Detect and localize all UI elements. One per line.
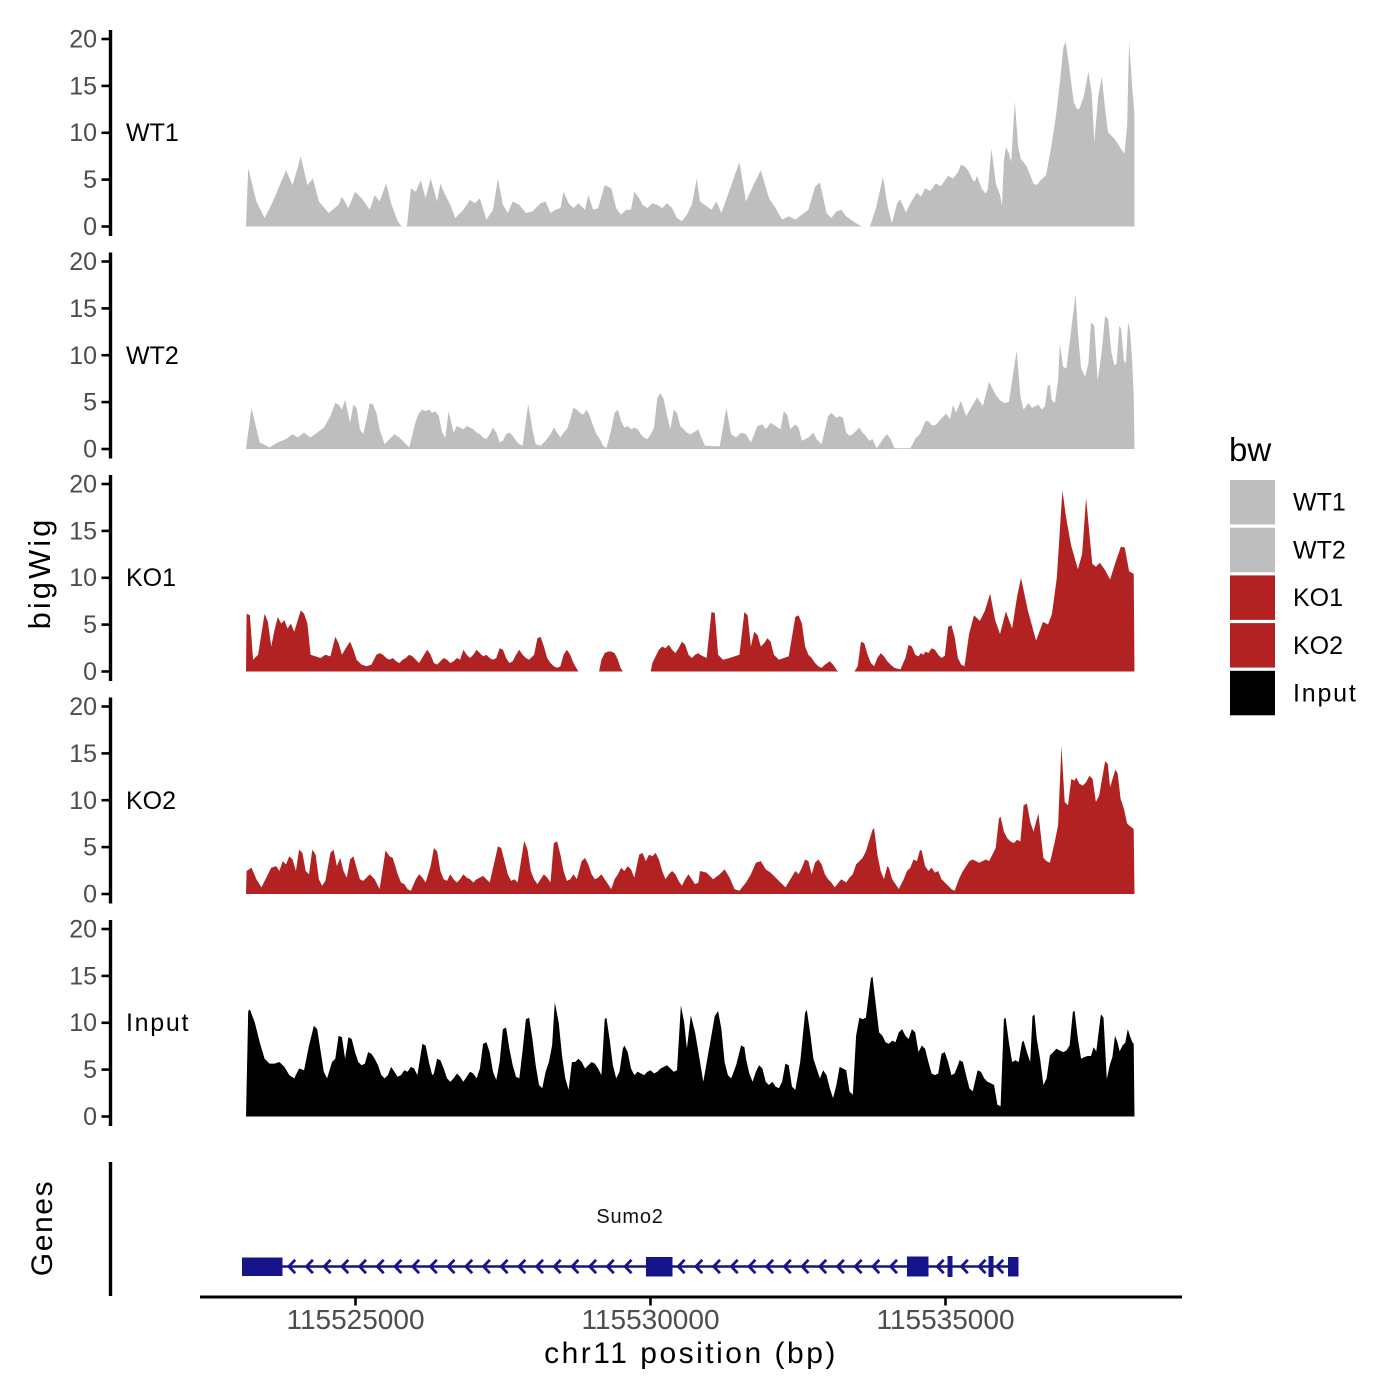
svg-text:0: 0 — [83, 1103, 97, 1131]
svg-text:KO2: KO2 — [1293, 632, 1343, 660]
svg-text:115525000: 115525000 — [286, 1304, 424, 1335]
svg-text:KO1: KO1 — [1293, 584, 1343, 612]
svg-text:20: 20 — [69, 248, 97, 276]
svg-text:chr11 position (bp): chr11 position (bp) — [544, 1337, 838, 1370]
svg-text:bigWig: bigWig — [22, 517, 57, 630]
svg-text:20: 20 — [69, 26, 97, 54]
svg-text:10: 10 — [69, 787, 97, 815]
svg-text:10: 10 — [69, 1009, 97, 1037]
svg-text:15: 15 — [69, 740, 97, 768]
svg-text:Input: Input — [126, 1009, 190, 1037]
svg-text:KO1: KO1 — [126, 564, 176, 592]
svg-text:5: 5 — [83, 611, 97, 639]
svg-text:15: 15 — [69, 72, 97, 100]
svg-text:5: 5 — [83, 834, 97, 862]
svg-text:115530000: 115530000 — [581, 1304, 719, 1335]
svg-text:WT2: WT2 — [126, 342, 179, 370]
svg-text:bw: bw — [1229, 431, 1271, 468]
svg-text:0: 0 — [83, 658, 97, 686]
svg-text:115535000: 115535000 — [876, 1304, 1014, 1335]
svg-text:KO2: KO2 — [126, 787, 176, 815]
svg-text:5: 5 — [83, 1056, 97, 1084]
svg-text:20: 20 — [69, 471, 97, 499]
svg-text:WT2: WT2 — [1293, 536, 1346, 564]
svg-text:5: 5 — [83, 166, 97, 194]
svg-text:20: 20 — [69, 693, 97, 721]
svg-text:0: 0 — [83, 881, 97, 909]
svg-text:20: 20 — [69, 916, 97, 944]
svg-text:Input: Input — [1293, 680, 1358, 708]
svg-text:5: 5 — [83, 389, 97, 417]
svg-text:10: 10 — [69, 119, 97, 147]
svg-text:0: 0 — [83, 436, 97, 464]
svg-text:Genes: Genes — [26, 1180, 59, 1276]
svg-text:15: 15 — [69, 962, 97, 990]
svg-text:10: 10 — [69, 342, 97, 370]
svg-text:WT1: WT1 — [1293, 489, 1346, 517]
svg-text:0: 0 — [83, 213, 97, 241]
svg-text:WT1: WT1 — [126, 119, 179, 147]
svg-text:15: 15 — [69, 295, 97, 323]
svg-text:10: 10 — [69, 564, 97, 592]
svg-text:Sumo2: Sumo2 — [596, 1206, 663, 1228]
svg-text:15: 15 — [69, 517, 97, 545]
